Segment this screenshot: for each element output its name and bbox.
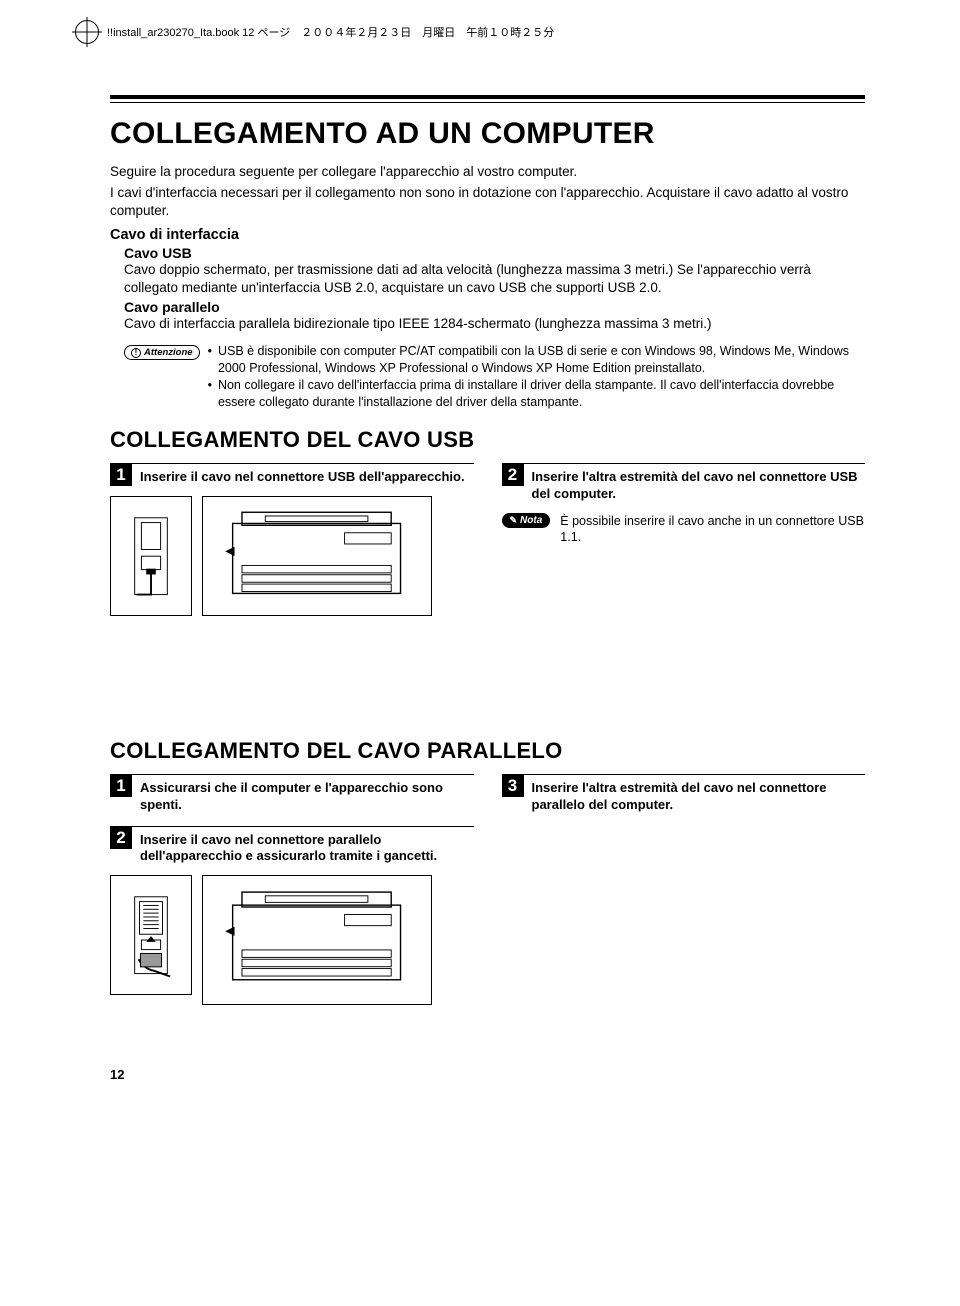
usb-step-1: 1 Inserire il cavo nel connettore USB de… bbox=[110, 463, 474, 616]
usb-step-2: 2 Inserire l'altra estremità del cavo ne… bbox=[502, 463, 866, 545]
step-number-badge: 2 bbox=[502, 464, 524, 486]
step-number-badge: 1 bbox=[110, 464, 132, 486]
heading-cavo-parallelo: Cavo parallelo bbox=[124, 299, 865, 315]
crop-target-icon bbox=[75, 20, 99, 44]
par-step-3: 3 Inserire l'altra estremità del cavo ne… bbox=[502, 774, 866, 814]
crop-mark-header: !!install_ar230270_Ita.book 12 ページ ２００４年… bbox=[75, 20, 554, 44]
usb-step-1-text: Inserire il cavo nel connettore USB dell… bbox=[140, 469, 465, 486]
page-number: 12 bbox=[110, 1067, 865, 1082]
figure-parallel-port bbox=[110, 875, 192, 995]
printer-icon bbox=[214, 883, 419, 998]
pencil-icon: ✎ bbox=[510, 515, 518, 526]
intro-paragraph-2: I cavi d'interfaccia necessari per il co… bbox=[110, 184, 865, 220]
par-step-3-text: Inserire l'altra estremità del cavo nel … bbox=[532, 780, 866, 814]
attenzione-item-1: USB è disponibile con computer PC/AT com… bbox=[218, 343, 865, 377]
port-detail-icon bbox=[127, 509, 175, 603]
nota-callout: ✎ Nota È possibile inserire il cavo anch… bbox=[502, 513, 866, 546]
attenzione-item-2: Non collegare il cavo dell'interfaccia p… bbox=[218, 377, 865, 411]
page-title: COLLEGAMENTO AD UN COMPUTER bbox=[110, 117, 865, 151]
figure-usb-port bbox=[110, 496, 192, 616]
step-number-badge: 1 bbox=[110, 775, 132, 797]
attenzione-list: USB è disponibile con computer PC/AT com… bbox=[208, 343, 865, 411]
title-rule bbox=[110, 95, 865, 103]
nota-label: Nota bbox=[520, 515, 542, 526]
attenzione-label: Attenzione bbox=[144, 347, 193, 358]
nota-text: È possibile inserire il cavo anche in un… bbox=[560, 513, 865, 546]
section-title-parallel: COLLEGAMENTO DEL CAVO PARALLELO bbox=[110, 738, 865, 764]
par-step-1-text: Assicurarsi che il computer e l'apparecc… bbox=[140, 780, 474, 814]
attenzione-badge: ! Attenzione bbox=[124, 345, 200, 360]
usb-step-2-text: Inserire l'altra estremità del cavo nel … bbox=[532, 469, 866, 503]
attenzione-callout: ! Attenzione USB è disponibile con compu… bbox=[124, 343, 865, 411]
port-detail-icon bbox=[127, 888, 175, 982]
printer-icon bbox=[214, 503, 419, 609]
figure-printer-parallel bbox=[202, 875, 432, 1005]
par-step-1: 1 Assicurarsi che il computer e l'appare… bbox=[110, 774, 474, 814]
intro-paragraph-1: Seguire la procedura seguente per colleg… bbox=[110, 163, 865, 181]
figure-printer-usb bbox=[202, 496, 432, 616]
par-step-2: 2 Inserire il cavo nel connettore parall… bbox=[110, 826, 474, 1006]
step-number-badge: 3 bbox=[502, 775, 524, 797]
step-number-badge: 2 bbox=[110, 827, 132, 849]
par-step-2-text: Inserire il cavo nel connettore parallel… bbox=[140, 832, 474, 866]
nota-badge: ✎ Nota bbox=[502, 513, 551, 528]
warning-icon: ! bbox=[131, 348, 141, 358]
cavo-usb-description: Cavo doppio schermato, per trasmissione … bbox=[124, 261, 865, 297]
heading-cavo-interfaccia: Cavo di interfaccia bbox=[110, 227, 865, 243]
section-title-usb: COLLEGAMENTO DEL CAVO USB bbox=[110, 427, 865, 453]
cavo-parallelo-description: Cavo di interfaccia parallela bidirezion… bbox=[124, 315, 865, 333]
header-filename: !!install_ar230270_Ita.book 12 ページ ２００４年… bbox=[107, 24, 554, 40]
heading-cavo-usb: Cavo USB bbox=[124, 245, 865, 261]
